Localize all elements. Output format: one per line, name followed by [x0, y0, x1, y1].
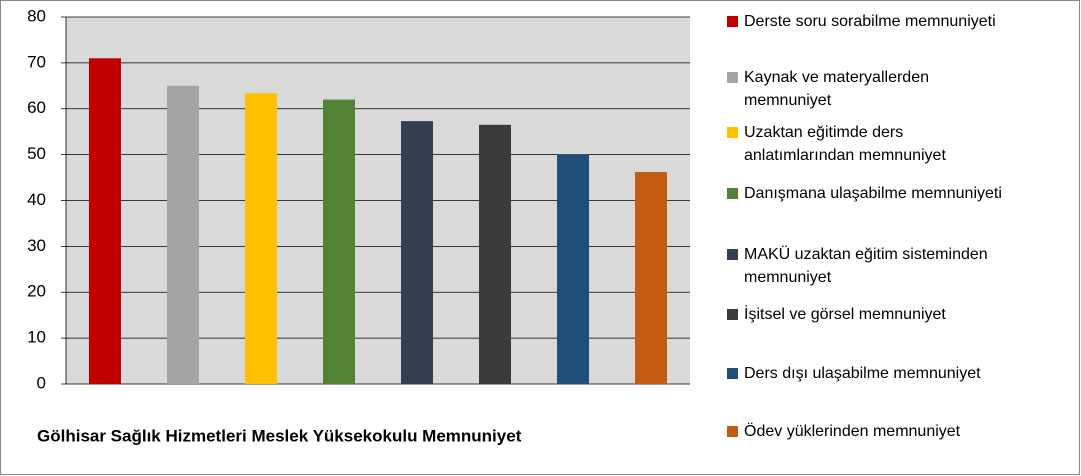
y-tick-label: 20 [27, 282, 46, 301]
legend-swatch [727, 72, 738, 83]
bar [245, 93, 277, 384]
legend-label: MAKÜ uzaktan eğitim sisteminden memnuniy… [744, 246, 988, 286]
legend-item: Ders dışı ulaşabilme memnuniyet [727, 362, 1081, 385]
legend-swatch [727, 426, 738, 437]
legend-swatch [727, 309, 738, 320]
legend-swatch [727, 127, 738, 138]
y-tick-label: 60 [27, 98, 46, 117]
bar [89, 58, 121, 384]
bar [479, 124, 511, 385]
y-tick-label: 30 [27, 236, 46, 255]
legend-label: Ders dışı ulaşabilme memnuniyet [744, 365, 981, 382]
y-tick-label: 80 [27, 6, 46, 25]
bar [323, 99, 355, 384]
legend-label: Derste soru sorabilme memnuniyeti [744, 13, 996, 30]
legend-item: Kaynak ve materyallerden memnuniyet [727, 66, 994, 112]
chart-title: Gölhisar Sağlık Hizmetleri Meslek Yüksek… [37, 426, 522, 445]
legend-item: Uzaktan eğitimde ders anlatımlarından me… [727, 121, 994, 167]
bar [635, 172, 667, 384]
legend-label: Kaynak ve materyallerden memnuniyet [744, 69, 929, 109]
legend-label: Uzaktan eğitimde ders anlatımlarından me… [744, 124, 946, 164]
y-tick-label: 70 [27, 52, 46, 71]
legend-item: MAKÜ uzaktan eğitim sisteminden memnuniy… [727, 243, 1064, 289]
legend-label: Danışmana ulaşabilme memnuniyeti [744, 185, 1002, 202]
legend-swatch [727, 188, 738, 199]
y-tick-label: 40 [27, 190, 46, 209]
bar [557, 154, 589, 384]
legend-item: Danışmana ulaşabilme memnuniyeti [727, 182, 1081, 205]
bar [167, 85, 199, 384]
legend-label: Ödev yüklerinden memnuniyet [744, 423, 961, 440]
bar [401, 121, 433, 384]
legend-item: Ödev yüklerinden memnuniyet [727, 420, 1081, 443]
y-tick-label: 10 [27, 328, 46, 347]
y-tick-label: 0 [37, 373, 46, 392]
legend-swatch [727, 368, 738, 379]
legend-swatch [727, 16, 738, 27]
legend-label: İşitsel ve görsel memnuniyet [744, 306, 946, 323]
legend-swatch [727, 249, 738, 260]
legend-item: İşitsel ve görsel memnuniyet [727, 303, 1081, 326]
y-tick-label: 50 [27, 144, 46, 163]
legend-item: Derste soru sorabilme memnuniyeti [727, 10, 1081, 33]
